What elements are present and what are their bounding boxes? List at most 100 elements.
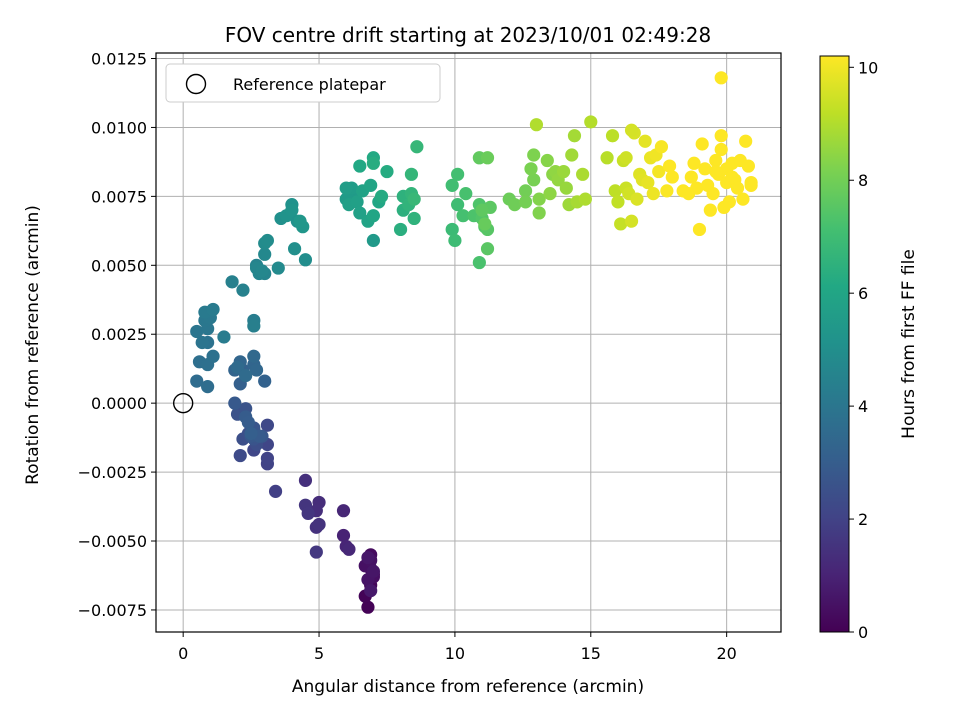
data-point <box>301 506 315 521</box>
data-point <box>690 181 704 195</box>
y-tick-label: −0.0025 <box>78 463 147 482</box>
data-point <box>249 363 264 377</box>
colorbar-ticks: 0 2 4 6 8 10 <box>849 58 878 642</box>
data-point <box>190 374 204 388</box>
data-point <box>527 148 541 162</box>
data-point <box>722 195 736 209</box>
data-point <box>366 564 380 578</box>
data-point <box>480 242 495 256</box>
data-point <box>646 187 660 201</box>
legend-marker-circle <box>185 73 207 95</box>
data-point <box>393 222 408 237</box>
data-point <box>244 426 258 441</box>
plot-frame <box>155 52 782 633</box>
reference-marker <box>172 392 194 414</box>
data-point <box>559 181 573 195</box>
data-point <box>255 264 269 278</box>
data-point <box>630 192 644 206</box>
y-tick-label: 0.0125 <box>91 50 147 69</box>
y-tick-label: 0.0100 <box>91 118 147 137</box>
colorbar-tick-label: 0 <box>858 623 868 642</box>
data-point <box>448 233 462 248</box>
data-point <box>532 206 546 220</box>
data-point <box>540 153 554 168</box>
data-point <box>736 192 750 206</box>
data-point <box>714 71 728 85</box>
data-point <box>206 302 220 317</box>
data-point <box>271 261 285 275</box>
data-point <box>410 140 424 154</box>
data-point <box>260 233 275 248</box>
data-point <box>350 195 364 209</box>
data-point <box>260 418 275 432</box>
data-point <box>684 170 698 184</box>
data-point <box>557 164 571 179</box>
data-point <box>472 255 486 270</box>
data-point <box>744 175 758 190</box>
data-point <box>451 198 465 212</box>
data-point <box>638 134 652 148</box>
data-point <box>374 189 389 203</box>
data-point <box>217 330 231 344</box>
y-tick-label: 0.0075 <box>91 187 147 206</box>
data-point <box>714 142 728 157</box>
data-point <box>706 187 720 201</box>
data-point <box>364 178 378 192</box>
data-point <box>353 159 367 173</box>
data-point <box>660 184 674 198</box>
data-point <box>445 222 459 237</box>
data-point <box>206 349 220 363</box>
y-tick-label: 0.0000 <box>91 394 147 413</box>
data-point <box>714 129 728 143</box>
colorbar-tick-label: 4 <box>858 397 868 416</box>
data-point <box>236 283 250 297</box>
data-point <box>619 151 633 165</box>
data-point <box>230 360 245 374</box>
data-point <box>353 206 367 220</box>
x-tick-label: 10 <box>445 644 465 663</box>
data-point <box>624 214 639 228</box>
data-point <box>654 140 669 154</box>
colorbar-gradient <box>819 55 850 633</box>
data-point <box>366 156 380 170</box>
data-point <box>361 600 375 614</box>
data-point <box>445 178 459 192</box>
legend-box <box>165 63 441 103</box>
data-point <box>730 181 745 195</box>
colorbar-tick-label: 6 <box>858 284 868 303</box>
x-tick-label: 0 <box>178 644 188 663</box>
data-point <box>695 137 709 151</box>
data-point <box>709 153 723 168</box>
colorbar-tick-label: 10 <box>858 58 878 77</box>
x-axis-label: Angular distance from reference (arcmin) <box>292 677 644 697</box>
data-point <box>508 198 522 212</box>
data-point <box>652 164 666 179</box>
data-point <box>518 184 533 198</box>
data-point <box>407 211 421 226</box>
data-point <box>247 319 261 333</box>
data-point <box>298 253 313 267</box>
x-tick-label: 20 <box>716 644 736 663</box>
data-point <box>567 129 582 143</box>
data-point <box>741 159 755 173</box>
colorbar-tick-label: 2 <box>858 510 868 529</box>
data-point <box>380 164 394 179</box>
data-point <box>584 115 598 129</box>
data-point <box>285 203 299 217</box>
data-point <box>624 123 639 137</box>
data-point <box>739 134 753 148</box>
data-point <box>336 504 351 518</box>
colorbar-tick-label: 8 <box>858 171 868 190</box>
data-point <box>524 162 538 176</box>
data-point <box>258 374 272 388</box>
data-point <box>576 167 590 181</box>
data-point <box>709 164 723 179</box>
data-point <box>287 242 302 256</box>
data-point <box>342 542 356 556</box>
data-point <box>478 217 492 231</box>
data-point <box>228 396 242 410</box>
data-point <box>260 451 275 465</box>
data-point <box>293 214 307 228</box>
data-point <box>608 184 622 198</box>
data-point <box>339 181 353 195</box>
